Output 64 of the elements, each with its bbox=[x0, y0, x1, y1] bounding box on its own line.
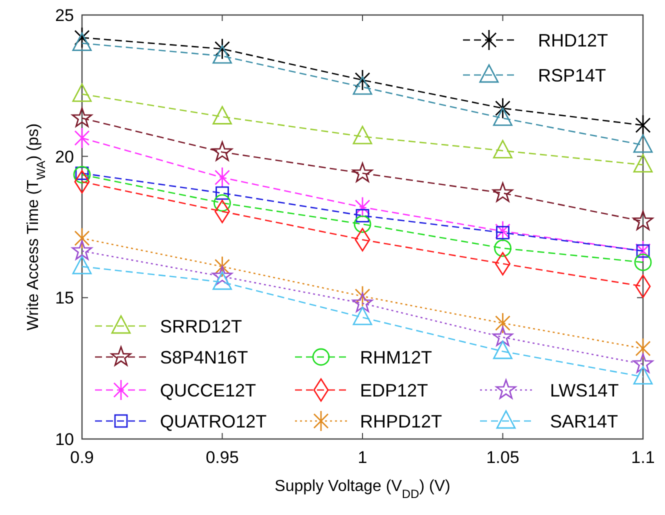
point bbox=[633, 154, 653, 173]
point bbox=[492, 182, 513, 202]
point bbox=[212, 141, 232, 161]
point bbox=[636, 244, 650, 258]
y-tick-label: 10 bbox=[55, 430, 74, 449]
x-tick-label: 1 bbox=[358, 448, 368, 467]
legend-label: RSP14T bbox=[538, 65, 606, 86]
point bbox=[354, 215, 372, 233]
point bbox=[354, 286, 370, 307]
legend-label: EDP12T bbox=[360, 380, 428, 400]
point bbox=[352, 306, 372, 326]
point bbox=[352, 126, 372, 144]
point bbox=[72, 240, 92, 260]
point bbox=[492, 326, 513, 346]
point bbox=[72, 32, 92, 51]
point bbox=[352, 292, 373, 312]
legend-label: SRRD12T bbox=[160, 316, 242, 336]
point bbox=[214, 256, 230, 278]
point bbox=[214, 194, 231, 212]
legend-label: QUCCE12T bbox=[160, 380, 256, 400]
point bbox=[354, 196, 370, 218]
x-tick-label: 1.1 bbox=[631, 448, 655, 467]
point bbox=[72, 256, 92, 274]
point bbox=[216, 186, 229, 200]
point bbox=[632, 353, 654, 373]
point bbox=[212, 266, 232, 286]
point bbox=[212, 45, 232, 64]
point bbox=[496, 226, 510, 240]
y-tick-label: 15 bbox=[55, 288, 74, 308]
point bbox=[214, 38, 230, 60]
y-tick-label: 20 bbox=[55, 147, 74, 166]
legend-label: QUATRO12T bbox=[160, 411, 267, 432]
x-tick-label: 0.9 bbox=[70, 448, 94, 467]
point bbox=[495, 312, 510, 334]
legend-label: RHM12T bbox=[360, 347, 432, 368]
x-axis-title: Supply Voltage (V$_{DD}$) (V) bbox=[274, 478, 450, 501]
point bbox=[214, 166, 230, 188]
point bbox=[633, 366, 653, 385]
point bbox=[633, 134, 653, 153]
x-tick-label: 0.95 bbox=[206, 448, 239, 467]
y-tick-label: 25 bbox=[55, 6, 74, 25]
point bbox=[632, 210, 654, 230]
point bbox=[352, 162, 373, 182]
point bbox=[72, 83, 92, 102]
point bbox=[635, 338, 651, 360]
point bbox=[493, 340, 512, 360]
legend-label: LWS14T bbox=[550, 380, 619, 400]
point bbox=[212, 106, 232, 124]
point bbox=[356, 208, 370, 222]
point bbox=[354, 69, 370, 91]
legend-label: S8P4N16T bbox=[160, 347, 248, 368]
point bbox=[493, 140, 512, 158]
point bbox=[493, 107, 512, 126]
point bbox=[72, 107, 92, 127]
legend-label: RHD12T bbox=[538, 30, 608, 50]
point bbox=[73, 166, 91, 184]
point bbox=[74, 228, 90, 250]
x-tick-label: 1.05 bbox=[486, 448, 520, 467]
point bbox=[495, 98, 510, 119]
point bbox=[352, 76, 372, 95]
point bbox=[494, 240, 512, 257]
point bbox=[634, 254, 652, 272]
legend-label: RHPD12T bbox=[360, 411, 442, 432]
legend-label: SAR14T bbox=[550, 411, 618, 432]
